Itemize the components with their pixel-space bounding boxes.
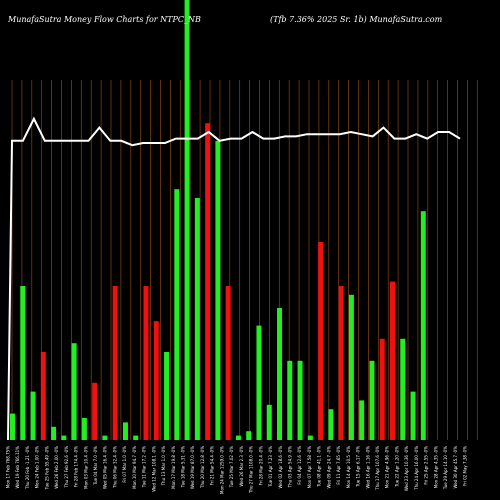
- money-flow-bar: [420, 211, 426, 440]
- x-axis-label: Fri 21 Mar 54.4 -0%: [210, 446, 215, 485]
- money-flow-bar: [10, 413, 15, 440]
- money-flow-bar: [389, 281, 395, 440]
- x-axis-label: Wed 30 Apr 45.7 -0%: [453, 446, 458, 489]
- x-axis-label: Wed 26 Mar 2.3 -0%: [239, 446, 244, 487]
- money-flow-bar: [40, 352, 46, 440]
- x-axis-label: Mon 28 Apr 4.35 -0%: [433, 446, 438, 488]
- money-flow-bar: [369, 360, 375, 440]
- x-axis-label: Thu 06 Mar 32.4 -0%: [113, 446, 118, 489]
- x-axis-label: Mon 03 Mar 10.4 -0%: [83, 446, 88, 489]
- price-line-path: [7, 116, 461, 441]
- x-axis-label: Thu 20 Feb -1.21 -0%: [25, 446, 30, 490]
- x-axis-label: Fri 28 Mar 20.4 -0%: [258, 446, 263, 485]
- x-axis-labels: Mon 17 Feb 768.75% Wed 19 Feb 766.11% Thu …: [6, 446, 468, 494]
- money-flow-bar: [328, 409, 334, 440]
- money-flow-bar: [400, 338, 406, 440]
- money-flow-bar: [61, 435, 67, 440]
- x-axis-label: Mon 07 Apr 7.58 -0%: [307, 446, 312, 488]
- x-axis-label: Thu 27 Mar 1108.0 -0%: [249, 446, 254, 494]
- money-flow-bar: [20, 286, 26, 440]
- x-axis-label: Wed 02 Apr 18.6 -0%: [278, 446, 283, 489]
- x-axis-label: Tue 08 Apr 41.1 -0%: [317, 446, 322, 488]
- money-flow-bar: [338, 286, 344, 440]
- x-axis-label: Thu 03 Apr 54.9 -0%: [288, 446, 293, 489]
- x-axis-label: Tue 01 Apr 7.23 -0%: [268, 446, 273, 488]
- x-axis-label: Fri 28 Feb 174.4 -0%: [74, 446, 79, 487]
- x-axis-label: Mon 24 Mar 1259.0 -0%: [219, 446, 224, 494]
- money-flow-bar: [277, 308, 283, 440]
- vertical-grid: [11, 80, 478, 440]
- money-flow-bar: [143, 286, 149, 440]
- money-flow-bar: [133, 435, 139, 440]
- money-flow-bar: [153, 321, 159, 440]
- money-flow-bar: [205, 123, 211, 440]
- x-axis-label: Thu 27 Feb 92.6 -0%: [64, 446, 69, 489]
- money-flow-bar: [348, 294, 354, 440]
- money-flow-bar: [297, 360, 303, 440]
- chart-title-left: MunafaSutra Money Flow Charts for NTPC_N…: [7, 15, 201, 24]
- money-flow-bar: [174, 189, 180, 440]
- x-axis-label: Fri 25 Apr 2.55 -0%: [424, 446, 429, 485]
- money-flow-bar: [235, 435, 241, 440]
- money-flow-bar: [359, 400, 365, 440]
- x-axis-label: Tue 25 Feb 55.49 -0%: [44, 446, 49, 491]
- money-flow-bar: [184, 0, 190, 440]
- x-axis-label: Thu 20 Mar 12.8 -0%: [200, 446, 205, 489]
- x-axis-label: Tue 22 Apr 1.20 -0%: [394, 446, 399, 488]
- x-axis-label: Wed 16 Apr 1.16 -0%: [365, 446, 370, 489]
- x-axis-label: Fri 04 Apr 12.6 -0%: [297, 446, 302, 485]
- x-axis-label: Tue 29 Apr 14.10 -0%: [443, 446, 448, 490]
- money-flow-bar: [307, 435, 313, 440]
- chart-title-right: (Tfb 7.36% 2025 Sr. 1b) MunafaSutra.com: [270, 15, 443, 24]
- money-flow-bar: [194, 198, 200, 440]
- x-axis-label: Wed 12 Mar 108.1 -0%: [151, 446, 156, 492]
- x-axis-label: Tue 04 Mar 7.0 -0%: [93, 446, 98, 486]
- x-axis-label: Mon 14 Apr 10.5 -0%: [346, 446, 351, 488]
- money-flow-bar: [215, 140, 221, 441]
- money-flow-bars: [10, 0, 426, 441]
- money-flow-bar: [71, 343, 77, 440]
- money-flow-bar: [81, 418, 87, 440]
- money-flow-bar: [122, 422, 128, 440]
- x-axis-label: Tue 18 Mar 5.31 -0%: [181, 446, 186, 488]
- x-axis-label: Wed 09 Apr 24.7 -0%: [326, 446, 331, 489]
- x-axis-label: Fri 07 Mar 1.0 -0%: [122, 446, 127, 483]
- x-axis-label: Wed 23 Apr 10.36 -0%: [404, 446, 409, 491]
- x-axis-label: Mon 21 Apr 4.96 -0%: [385, 446, 390, 488]
- money-flow-bar: [246, 431, 252, 440]
- x-axis-label: Thu 24 Apr 16.00 -0%: [414, 446, 419, 491]
- money-flow-bar: [287, 360, 293, 440]
- x-axis-label: Thu 17 Apr 107.6 -0%: [375, 446, 380, 491]
- money-flow-bar: [92, 382, 98, 440]
- x-axis-label: Thu 13 Mar 1.0 -0%: [161, 446, 166, 487]
- x-axis-label: Mon 10 Mar 94.7 -0%: [132, 446, 137, 489]
- x-axis-label: Wed 26 Feb 2.00 -0%: [54, 446, 59, 489]
- x-axis-label: Fri 02 May 7.38 -0%: [463, 446, 468, 486]
- money-flow-bar: [410, 391, 416, 440]
- money-flow-bar: [30, 391, 36, 440]
- price-line: [7, 116, 461, 441]
- x-axis-label: Tue 25 Mar 7.02 -0%: [229, 446, 234, 488]
- x-axis-label: Wed 19 Mar 87.0 -0%: [190, 446, 195, 489]
- x-axis-label: Tue 15 Apr 6.17 -0%: [356, 446, 361, 488]
- money-flow-bar: [225, 286, 231, 440]
- x-axis-label: Wed 05 Mar 16.4 -0%: [103, 446, 108, 489]
- x-axis-label: Tue 11 Mar 17.2 -0%: [142, 446, 147, 488]
- money-flow-bar: [164, 352, 170, 440]
- x-axis-label: Mon 17 Feb 768.75%: [6, 446, 11, 488]
- money-flow-bar: [112, 286, 118, 440]
- x-axis-label: Mon 24 Feb 1.00 -0%: [35, 446, 40, 489]
- money-flow-bar: [379, 338, 385, 440]
- money-flow-bar: [102, 435, 108, 440]
- x-axis-label: Fri 11 Apr 7.65 -0%: [336, 446, 341, 485]
- x-axis-label: Wed 19 Feb 766.11%: [15, 446, 20, 489]
- x-axis-label: Mon 17 Mar 19.8 -0%: [171, 446, 176, 489]
- money-flow-bar: [256, 325, 262, 440]
- money-flow-bar: [318, 242, 324, 440]
- money-flow-bar: [266, 404, 272, 440]
- money-flow-bar: [51, 426, 57, 440]
